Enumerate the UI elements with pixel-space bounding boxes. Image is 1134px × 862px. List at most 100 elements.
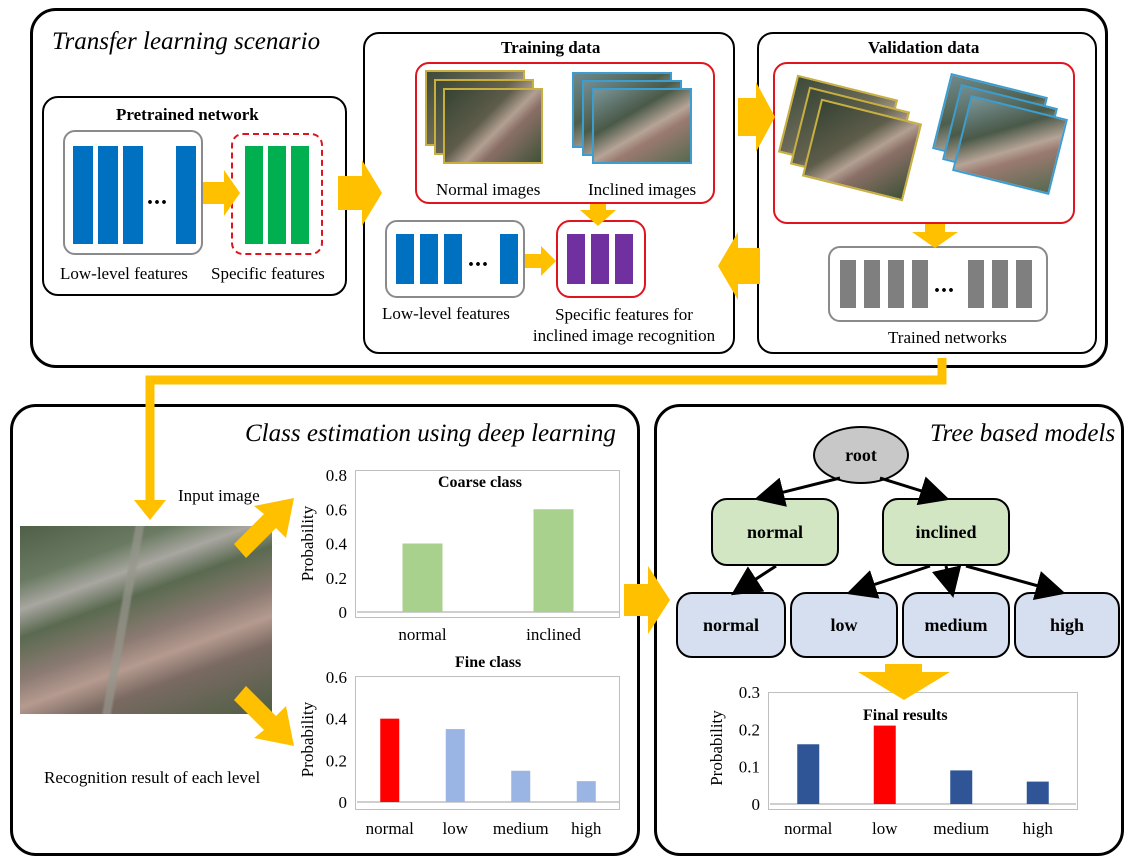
x-tick-label: medium <box>493 819 549 838</box>
bar-inclined <box>533 509 574 612</box>
bar-low <box>873 725 896 804</box>
bar-high <box>1026 781 1049 804</box>
fine-class-chart <box>355 676 620 810</box>
yellow-arrow-down <box>912 224 958 248</box>
pretrained-network-title: Pretrained network <box>116 105 259 124</box>
tree-node-root-label: root <box>845 444 877 465</box>
input-aerial-photo <box>20 526 272 714</box>
trained-networks-label: Trained networks <box>888 328 1007 347</box>
fine-chart-title: Fine class <box>455 654 522 671</box>
y-tick-label: 0 <box>339 793 348 812</box>
bar-low <box>445 729 465 802</box>
x-tick-label: high <box>1023 819 1054 838</box>
yellow-arrow-downright <box>234 686 294 746</box>
training-specific-label: Specific features for inclined image rec… <box>532 305 716 345</box>
tree-edge <box>965 564 1066 601</box>
x-tick-label: inclined <box>526 625 581 644</box>
tree-edge <box>754 476 841 507</box>
ellipsis: ... <box>147 184 168 210</box>
y-axis-label: Probability <box>298 505 317 581</box>
x-tick-label: normal <box>784 819 832 838</box>
green-layer-block <box>245 146 263 244</box>
fine-class-plot: 0 0.2 0.4 0.6 Probability normal low medium high <box>298 668 619 838</box>
tree-edge <box>879 476 950 506</box>
purple-layer-block <box>591 234 609 284</box>
validation-data-title: Validation data <box>868 38 980 57</box>
tree-node-normal-label: normal <box>747 521 803 542</box>
coarse-class-plot: 0 0.2 0.4 0.6 0.8 Probability normal inclined <box>298 466 619 644</box>
tree-leaf-medium-label: medium <box>924 614 988 635</box>
purple-layer-block <box>615 234 633 284</box>
blue-layer-block <box>123 146 143 244</box>
bar-normal <box>797 744 820 804</box>
tree-edge <box>931 565 962 598</box>
yellow-arrow-down <box>858 664 950 700</box>
final-results-chart <box>768 692 1078 810</box>
input-image-label: Input image <box>178 486 260 505</box>
x-tick-label: low <box>872 819 898 838</box>
blue-layer-block <box>73 146 93 244</box>
gray-layer-block <box>912 260 928 308</box>
yellow-arrow-upright <box>234 498 294 558</box>
ellipsis: ... <box>468 246 489 272</box>
pretrained-specific-label: Specific features <box>211 264 325 283</box>
normal-image-thumbnail <box>443 88 543 164</box>
y-tick-label: 0.6 <box>326 668 347 687</box>
tree-leaf-high-label: high <box>1049 614 1085 635</box>
gray-layer-block <box>1016 260 1032 308</box>
x-tick-label: medium <box>933 819 989 838</box>
yellow-arrow-down <box>580 204 616 226</box>
yellow-arrow-right <box>738 82 775 152</box>
ellipsis: ... <box>934 272 955 298</box>
blue-layer-block <box>396 234 414 284</box>
y-tick-label: 0.4 <box>326 535 348 554</box>
blue-layer-block <box>98 146 118 244</box>
final-chart-title: Final results <box>863 707 948 724</box>
x-tick-label: normal <box>398 625 446 644</box>
y-tick-label: 0 <box>752 795 761 814</box>
gray-layer-block <box>840 260 856 308</box>
training-low-level-label: Low-level features <box>382 304 510 323</box>
yellow-arrow-right <box>624 566 670 634</box>
y-tick-label: 0.2 <box>326 751 347 770</box>
gray-layer-block <box>992 260 1008 308</box>
y-axis-label: Probability <box>707 710 726 786</box>
x-tick-label: low <box>443 819 469 838</box>
x-tick-label: high <box>571 819 602 838</box>
tree-leaf-low-label: low <box>830 614 858 635</box>
tree-leaf-high: high <box>1014 592 1120 658</box>
pretrained-low-level-label: Low-level features <box>60 264 188 283</box>
blue-layer-block <box>444 234 462 284</box>
tree-edge <box>846 564 931 599</box>
y-axis-label: Probability <box>298 701 317 777</box>
gray-layer-block <box>864 260 880 308</box>
coarse-chart-title: Coarse class <box>438 474 522 491</box>
yellow-arrow-right <box>525 246 556 276</box>
y-tick-label: 0.4 <box>326 710 348 729</box>
green-layer-block <box>268 146 286 244</box>
training-data-title: Training data <box>501 38 601 57</box>
y-tick-label: 0.8 <box>326 466 347 485</box>
final-results-plot: 0 0.1 0.2 0.3 Probability normal low medium high <box>707 683 1076 838</box>
yellow-arrow-down <box>134 500 166 520</box>
y-tick-label: 0.6 <box>326 500 347 519</box>
yellow-arrow-right <box>203 170 240 216</box>
bar-medium <box>511 770 531 802</box>
gray-layer-block <box>968 260 984 308</box>
yellow-arrow-left <box>718 232 760 300</box>
gray-layer-block <box>888 260 904 308</box>
inclined-images-label: Inclined images <box>588 180 697 199</box>
blue-layer-block <box>420 234 438 284</box>
yellow-connector <box>145 358 947 500</box>
y-tick-label: 0.2 <box>739 720 760 739</box>
tree-leaf-normal-label: normal <box>703 614 759 635</box>
inclined-image-thumbnail <box>592 88 692 164</box>
bar-normal <box>402 543 443 612</box>
recognition-result-label: Recognition result of each level <box>44 768 261 787</box>
coarse-class-chart <box>355 470 620 618</box>
bar-normal <box>380 718 400 802</box>
y-tick-label: 0 <box>339 603 348 622</box>
tree-leaf-low: low <box>790 592 898 658</box>
y-tick-label: 0.2 <box>326 569 347 588</box>
